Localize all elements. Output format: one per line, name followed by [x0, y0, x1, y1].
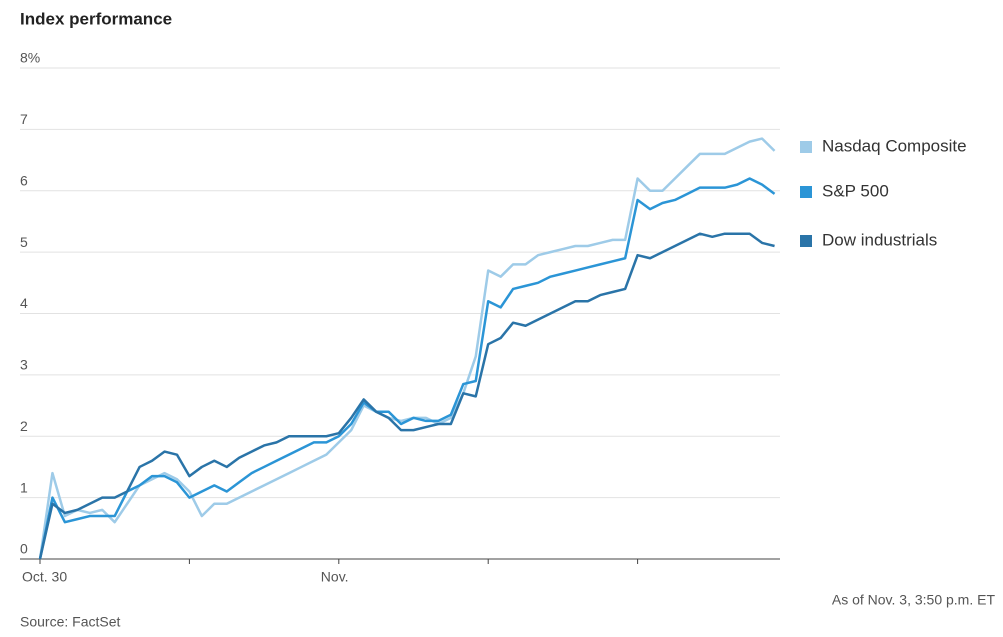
chart-title: Index performance: [20, 9, 172, 28]
x-tick-label: Oct. 30: [22, 569, 67, 585]
legend-swatch: [800, 235, 812, 247]
series-line: [38, 232, 775, 560]
y-tick-label: 4: [20, 295, 28, 311]
y-tick-label: 2: [20, 418, 28, 434]
legend-text: Dow industrials: [822, 230, 937, 249]
y-tick-label: 1: [20, 479, 28, 495]
note: As of Nov. 3, 3:50 p.m. ET: [832, 592, 996, 608]
y-tick-label: 5: [20, 234, 28, 250]
series-line: [38, 137, 776, 560]
legend-swatch: [800, 186, 812, 198]
y-tick-label: 8%: [20, 50, 40, 66]
legend-text: Nasdaq Composite: [822, 136, 967, 155]
x-tick-label: Nov.: [321, 569, 349, 585]
y-tick-label: 6: [20, 172, 28, 188]
legend-swatch: [800, 141, 812, 153]
series-line: [38, 177, 776, 560]
y-tick-label: 0: [20, 541, 28, 557]
legend-text: S&P 500: [822, 181, 889, 200]
y-tick-label: 7: [20, 111, 28, 127]
source: Source: FactSet: [20, 614, 120, 630]
y-tick-label: 3: [20, 357, 28, 373]
